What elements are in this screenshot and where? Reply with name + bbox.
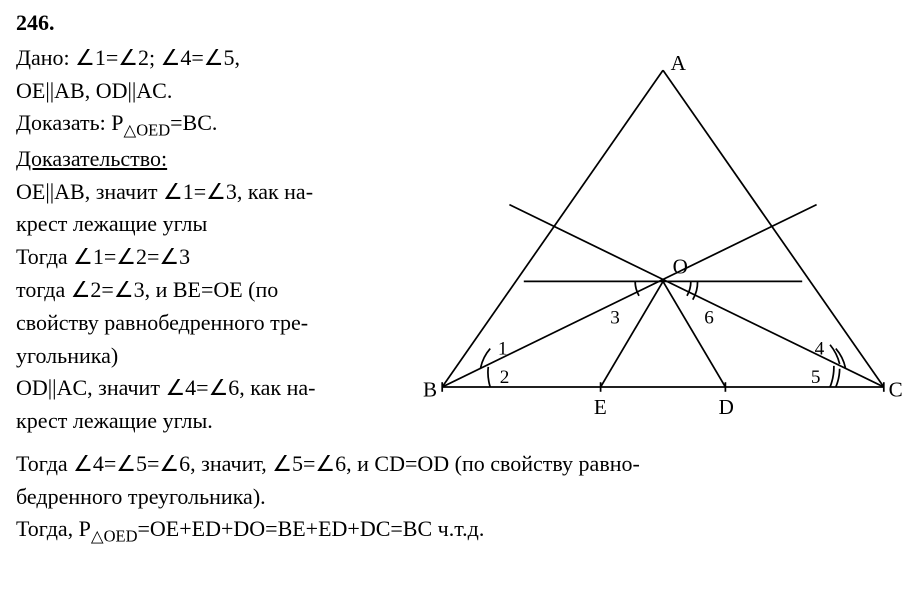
prove-line: Доказать: P△OED=BC. — [16, 108, 423, 141]
arc-angle-5b — [830, 366, 834, 387]
angle-label-4: 4 — [815, 338, 825, 359]
prove-prefix: Доказать: P — [16, 110, 124, 135]
prove-tail: =BC. — [170, 110, 217, 135]
bottom-line-2: бедренного треугольника). — [16, 482, 903, 513]
angle-label-5: 5 — [811, 367, 821, 388]
bottom-3b: =OE+ED+DO=BE+ED+DC=BC ч.т.д. — [138, 516, 485, 541]
angle-label-1: 1 — [498, 338, 508, 359]
segment-oe — [601, 281, 663, 387]
angle-label-3: 3 — [610, 307, 620, 328]
label-b: B — [423, 377, 437, 401]
proof-text-column: Дано: ∠1=∠2; ∠4=∠5, OE||AB, OD||AC. Дока… — [16, 43, 423, 443]
bottom-3a: Тогда, P — [16, 516, 91, 541]
prove-subscript: △OED — [124, 121, 171, 140]
arc-angle-6b — [693, 281, 698, 299]
arc-angle-2 — [488, 367, 490, 387]
ray-b-upper — [442, 204, 816, 386]
label-a: A — [671, 51, 687, 75]
proof-header: Доказательство: — [16, 144, 423, 175]
proof-line-8: крест лежащие углы. — [16, 406, 423, 437]
given-line-1: Дано: ∠1=∠2; ∠4=∠5, — [16, 43, 423, 74]
proof-line-7: OD||AC, значит ∠4=∠6, как на- — [16, 373, 423, 404]
geometry-figure: A B C O E D 1 2 3 6 4 5 — [423, 43, 903, 443]
problem-number: 246. — [16, 8, 903, 39]
proof-line-4: тогда ∠2=∠3, и BE=OE (по — [16, 275, 423, 306]
angle-label-6: 6 — [704, 307, 714, 328]
bottom-text: Тогда ∠4=∠5=∠6, значит, ∠5=∠6, и CD=OD (… — [16, 449, 903, 548]
content-wrapper: Дано: ∠1=∠2; ∠4=∠5, OE||AB, OD||AC. Дока… — [16, 43, 903, 443]
label-o: O — [673, 255, 688, 279]
proof-line-5: свойству равнобедренного тре- — [16, 308, 423, 339]
given-line-2: OE||AB, OD||AC. — [16, 76, 423, 107]
arc-angle-5a — [836, 369, 840, 387]
proof-line-2: крест лежащие углы — [16, 209, 423, 240]
label-d: D — [719, 395, 734, 419]
bottom-line-3: Тогда, P△OED=OE+ED+DO=BE+ED+DC=BC ч.т.д. — [16, 514, 903, 547]
proof-line-6: угольника) — [16, 341, 423, 372]
figure-column: A B C O E D 1 2 3 6 4 5 — [423, 43, 903, 443]
side-ab — [442, 70, 663, 387]
side-ac — [663, 70, 884, 387]
ray-c-upper — [509, 204, 883, 386]
bottom-3-sub: △OED — [91, 527, 138, 546]
label-c: C — [889, 377, 903, 401]
bottom-line-1: Тогда ∠4=∠5=∠6, значит, ∠5=∠6, и CD=OD (… — [16, 449, 903, 480]
proof-line-1: OE||AB, значит ∠1=∠3, как на- — [16, 177, 423, 208]
proof-line-3: Тогда ∠1=∠2=∠3 — [16, 242, 423, 273]
label-e: E — [594, 395, 607, 419]
angle-label-2: 2 — [500, 367, 510, 388]
